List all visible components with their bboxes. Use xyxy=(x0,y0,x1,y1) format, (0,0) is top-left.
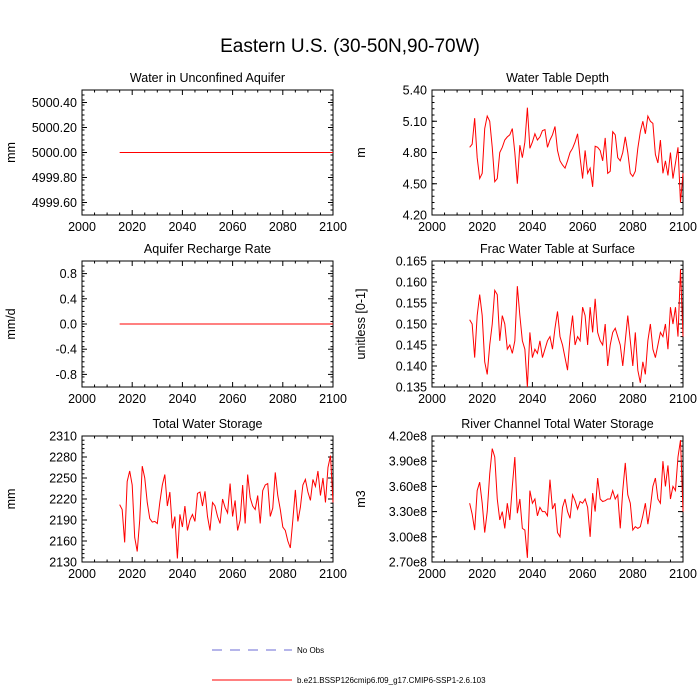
y-axis-label: mm xyxy=(4,142,18,163)
x-tick-label: 2020 xyxy=(118,392,146,406)
y-tick-label: 2160 xyxy=(49,535,77,549)
x-tick-label: 2060 xyxy=(219,567,247,581)
x-tick-label: 2080 xyxy=(619,392,647,406)
y-tick-label: 5.40 xyxy=(403,84,427,98)
y-tick-label: 5.10 xyxy=(403,115,427,129)
y-axis-label: unitless [0-1] xyxy=(354,289,368,360)
series-line xyxy=(469,107,684,203)
x-tick-label: 2040 xyxy=(168,567,196,581)
x-tick-label: 2000 xyxy=(68,567,96,581)
y-axis-label: m3 xyxy=(354,490,368,507)
x-tick-label: 2000 xyxy=(68,392,96,406)
x-tick-label: 2100 xyxy=(319,220,347,234)
x-tick-label: 2060 xyxy=(569,392,597,406)
plot-frame xyxy=(431,435,684,563)
x-tick-label: 2040 xyxy=(518,392,546,406)
y-tick-label: 4.20 xyxy=(403,209,427,223)
panel-title: Total Water Storage xyxy=(152,417,262,431)
figure-title: Eastern U.S. (30-50N,90-70W) xyxy=(220,36,480,57)
y-axis-label: mm xyxy=(4,489,18,510)
x-tick-label: 2040 xyxy=(518,220,546,234)
y-tick-label: 3.60e8 xyxy=(389,480,427,494)
chart-panel-4: Frac Water Table at Surface unitless [0-1… xyxy=(354,242,697,406)
x-tick-label: 2020 xyxy=(118,220,146,234)
x-tick-label: 2080 xyxy=(269,392,297,406)
x-tick-label: 2100 xyxy=(319,392,347,406)
y-tick-label: 0.0 xyxy=(60,318,77,332)
y-tick-label: 4999.80 xyxy=(32,171,77,185)
plot-frame xyxy=(81,435,334,563)
y-tick-label: 0.160 xyxy=(396,276,427,290)
y-tick-label: 0.145 xyxy=(396,339,427,353)
x-tick-label: 2080 xyxy=(619,567,647,581)
chart-panel-1: Water in Unconfined Aquifer mm 2000 2020 204… xyxy=(4,71,347,234)
x-tick-label: 2020 xyxy=(468,567,496,581)
chart-panel-2: Water Table Depth m 2000 2020 2040 2060 2080 21… xyxy=(354,71,697,234)
x-tick-label: 2060 xyxy=(219,392,247,406)
y-tick-label: 0.8 xyxy=(60,267,77,281)
series-line xyxy=(469,440,684,558)
x-tick-label: 2060 xyxy=(569,220,597,234)
y-tick-label: 3.90e8 xyxy=(389,455,427,469)
x-tick-label: 2020 xyxy=(468,220,496,234)
x-tick-label: 2000 xyxy=(418,567,446,581)
x-tick-label: 2080 xyxy=(269,220,297,234)
panel-title: Water Table Depth xyxy=(506,71,609,85)
series-line xyxy=(119,455,334,559)
chart-panel-5: Total Water Storage mm 2000 2020 2040 2060 208… xyxy=(4,417,347,581)
y-tick-label: 5000.00 xyxy=(32,146,77,160)
y-axis-label: m xyxy=(354,147,368,157)
y-tick-label: 4.80 xyxy=(403,146,427,160)
y-tick-label: 4.20e8 xyxy=(389,430,427,444)
x-tick-label: 2100 xyxy=(669,392,697,406)
x-tick-label: 2040 xyxy=(518,567,546,581)
y-tick-label: 2310 xyxy=(49,430,77,444)
y-axis-label: mm/d xyxy=(4,308,18,339)
panel-title: Frac Water Table at Surface xyxy=(480,242,635,256)
y-tick-label: 2.70e8 xyxy=(389,556,427,570)
panel-title: River Channel Total Water Storage xyxy=(461,417,654,431)
y-tick-label: 0.165 xyxy=(396,255,427,269)
x-tick-label: 2060 xyxy=(219,220,247,234)
y-tick-label: 0.150 xyxy=(396,318,427,332)
x-tick-label: 2040 xyxy=(168,220,196,234)
x-tick-label: 2060 xyxy=(569,567,597,581)
x-tick-label: 2080 xyxy=(269,567,297,581)
x-tick-label: 2100 xyxy=(669,220,697,234)
x-tick-label: 2020 xyxy=(118,567,146,581)
y-tick-label: 3.30e8 xyxy=(389,505,427,519)
y-tick-label: 3.00e8 xyxy=(389,530,427,544)
series-line xyxy=(469,269,684,388)
x-tick-label: 2000 xyxy=(418,392,446,406)
panel-title: Water in Unconfined Aquifer xyxy=(130,71,285,85)
y-tick-label: 0.155 xyxy=(396,297,427,311)
x-tick-label: 2000 xyxy=(68,220,96,234)
x-tick-label: 2000 xyxy=(418,220,446,234)
y-tick-label: 0.140 xyxy=(396,360,427,374)
y-tick-label: 0.135 xyxy=(396,381,427,395)
y-tick-label: 2280 xyxy=(49,451,77,465)
chart-panel-3: Aquifer Recharge Rate mm/d 2000 2020 2040 206… xyxy=(4,242,347,406)
y-tick-label: 4999.60 xyxy=(32,196,77,210)
x-tick-label: 2100 xyxy=(319,567,347,581)
x-tick-label: 2100 xyxy=(669,567,697,581)
y-tick-label: -0.4 xyxy=(55,343,77,357)
y-tick-label: 2190 xyxy=(49,514,77,528)
y-tick-label: 2250 xyxy=(49,472,77,486)
y-tick-label: 2130 xyxy=(49,556,77,570)
x-tick-label: 2020 xyxy=(468,392,496,406)
y-tick-label: 5000.40 xyxy=(32,96,77,110)
x-tick-label: 2080 xyxy=(619,220,647,234)
x-tick-label: 2040 xyxy=(168,392,196,406)
y-tick-label: 5000.20 xyxy=(32,121,77,135)
y-tick-label: 0.4 xyxy=(60,292,77,306)
panel-title: Aquifer Recharge Rate xyxy=(144,242,271,256)
y-tick-label: 2220 xyxy=(49,493,77,507)
y-tick-label: -0.8 xyxy=(55,368,77,382)
y-tick-label: 4.50 xyxy=(403,177,427,191)
